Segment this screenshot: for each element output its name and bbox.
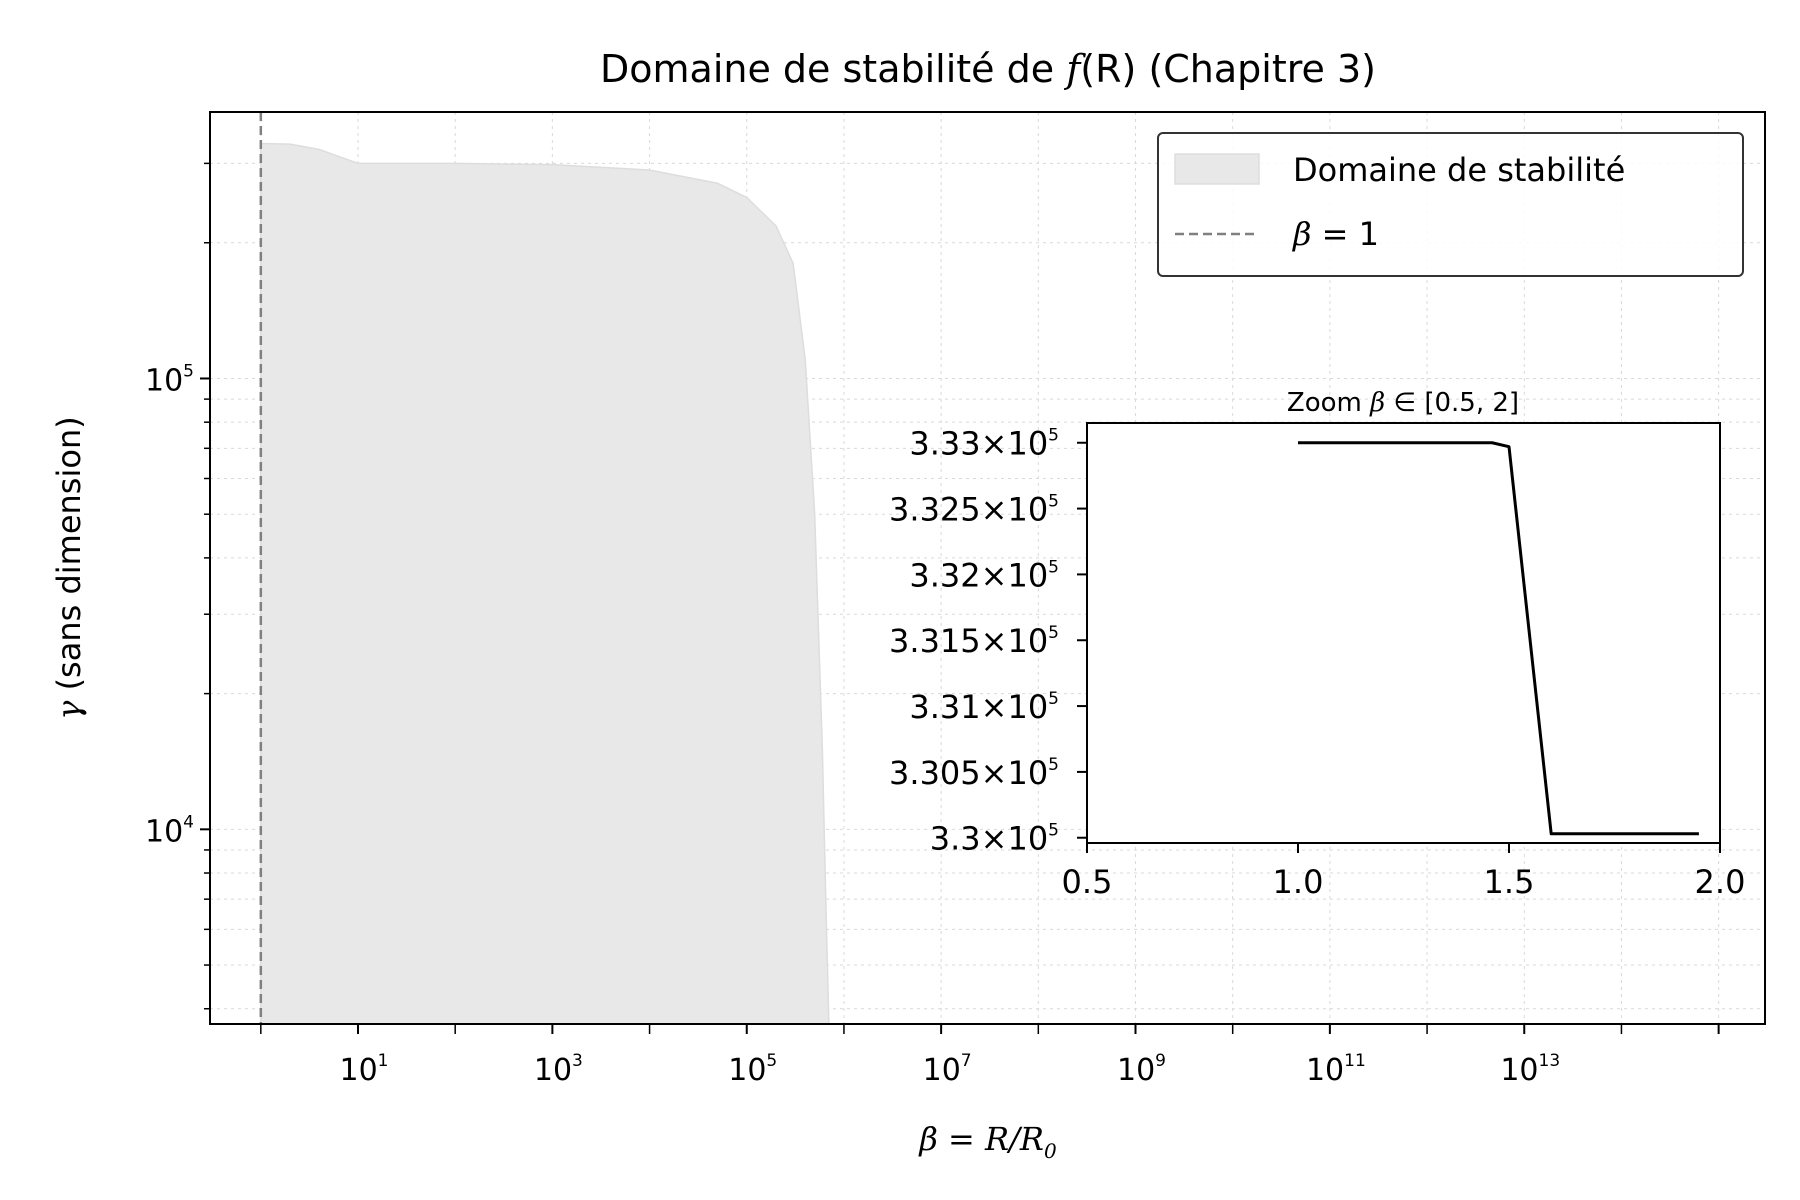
inset-y-tick-label: 3.31×105 — [909, 688, 1059, 726]
inset-y-tick-label: 3.305×105 — [889, 754, 1059, 792]
inset-y-tick-label: 3.325×105 — [889, 491, 1059, 529]
inset-series-line — [1298, 441, 1699, 836]
chart-title: Domaine de stabilité de f(R) (Chapitre 3… — [600, 47, 1376, 91]
inset-axis-ticks — [1077, 441, 1721, 853]
legend-label-stability: Domaine de stabilité — [1293, 151, 1625, 189]
inset-x-tick-label: 1.0 — [1273, 863, 1324, 901]
y-axis-label: γ (sans dimension) — [50, 416, 88, 719]
x-axis-label: β = R/R0 — [918, 1120, 1057, 1163]
inset-axes-frame — [1086, 422, 1721, 844]
stability-domain-area — [260, 142, 830, 1024]
x-tick-label: 101 — [339, 1051, 388, 1088]
x-tick-label: 107 — [923, 1051, 972, 1088]
inset-chart: Zoom β ∈ [0.5, 2] 0.5 1.0 1.5 2.0 3.3×10… — [889, 388, 1745, 901]
inset-x-tick-labels: 0.5 1.0 1.5 2.0 — [1062, 863, 1746, 901]
inset-y-tick-label: 3.33×105 — [909, 425, 1059, 463]
x-tick-label: 1011 — [1306, 1051, 1366, 1088]
main-axis-ticks — [200, 162, 1720, 1034]
x-tick-label: 109 — [1117, 1051, 1166, 1088]
x-tick-label: 103 — [534, 1051, 583, 1088]
y-tick-labels: 104 105 — [145, 361, 194, 849]
legend: Domaine de stabilité β = 1 — [1157, 132, 1744, 277]
main-axes-frame — [209, 111, 1766, 1025]
inset-y-tick-label: 3.3×105 — [930, 820, 1059, 858]
legend-box — [1157, 132, 1744, 277]
y-tick-label: 105 — [145, 361, 194, 398]
x-tick-label: 105 — [728, 1051, 777, 1088]
legend-swatch-fill — [1174, 153, 1260, 185]
x-tick-label: 1013 — [1500, 1051, 1560, 1088]
inset-title: Zoom β ∈ [0.5, 2] — [1287, 388, 1519, 418]
inset-y-tick-label: 3.315×105 — [889, 622, 1059, 660]
y-tick-label: 104 — [145, 812, 194, 849]
inset-background — [1087, 423, 1720, 843]
inset-y-tick-labels: 3.3×105 3.305×105 3.31×105 3.315×105 3.3… — [889, 425, 1059, 858]
inset-x-tick-label: 1.5 — [1484, 863, 1535, 901]
inset-x-tick-label: 0.5 — [1062, 863, 1113, 901]
inset-y-tick-label: 3.32×105 — [909, 556, 1059, 594]
inset-x-tick-label: 2.0 — [1695, 863, 1746, 901]
legend-label-beta: β = 1 — [1292, 215, 1379, 253]
x-tick-labels: 101 103 105 107 109 1011 1013 — [339, 1051, 1560, 1088]
